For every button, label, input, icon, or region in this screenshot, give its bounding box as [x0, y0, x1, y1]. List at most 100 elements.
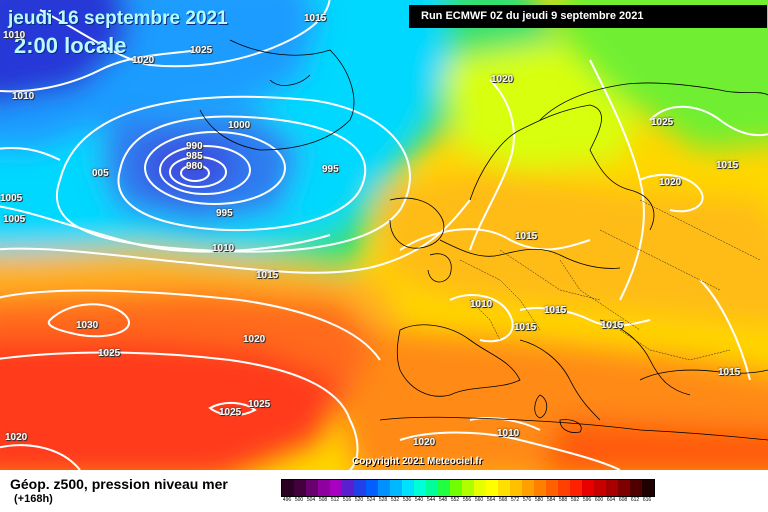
- scale-label: 572: [510, 497, 520, 503]
- isobar-label: 1015: [716, 160, 739, 171]
- scale-swatch: [462, 480, 474, 496]
- scale-label: 520: [354, 497, 364, 503]
- run-banner: Run ECMWF 0Z du jeudi 9 septembre 2021: [409, 5, 767, 28]
- scale-label: 556: [462, 497, 472, 503]
- scale-label: 524: [366, 497, 376, 503]
- scale-label: 532: [390, 497, 400, 503]
- scale-swatch: [582, 480, 594, 496]
- scale-swatch: [318, 480, 330, 496]
- isobar-label: 980: [186, 161, 203, 172]
- scale-swatch: [378, 480, 390, 496]
- isobar-label: 005: [92, 168, 109, 179]
- isobar-label: 1015: [515, 231, 538, 242]
- scale-swatch: [594, 480, 606, 496]
- isobar-label: 985: [186, 151, 203, 162]
- isobar-label: 1010: [212, 243, 235, 254]
- isobar-label: 1020: [491, 74, 514, 85]
- isobar-label: 1015: [514, 322, 537, 333]
- scale-swatch: [546, 480, 558, 496]
- forecast-time: 2:00 locale: [14, 33, 127, 58]
- isobar-label: 1020: [243, 334, 266, 345]
- scale-swatch: [570, 480, 582, 496]
- isobar-label: 1025: [651, 117, 674, 128]
- scale-swatch: [438, 480, 450, 496]
- scale-label: 548: [438, 497, 448, 503]
- scale-swatch: [450, 480, 462, 496]
- scale-swatch: [630, 480, 642, 496]
- scale-label: 584: [546, 497, 556, 503]
- scale-label: 528: [378, 497, 388, 503]
- lead-time: (+168h): [14, 493, 53, 505]
- isobar-label: 1010: [12, 91, 35, 102]
- scale-swatch: [330, 480, 342, 496]
- scale-swatch: [366, 480, 378, 496]
- isobar-label: 1015: [304, 13, 327, 24]
- isobar-label: 1020: [132, 55, 155, 66]
- scale-swatch: [342, 480, 354, 496]
- isobar-label: 1025: [248, 399, 271, 410]
- scale-label: 560: [474, 497, 484, 503]
- isobar-label: 1020: [413, 437, 436, 448]
- scale-label: 592: [570, 497, 580, 503]
- scale-swatch: [534, 480, 546, 496]
- isobar-label: 1025: [219, 407, 242, 418]
- field-title: Géop. z500, pression niveau mer: [10, 476, 228, 492]
- scale-swatch: [426, 480, 438, 496]
- coastlines: [199, 39, 768, 441]
- scale-label: 568: [498, 497, 508, 503]
- color-scale: [281, 479, 655, 497]
- isobar-label: 1025: [98, 348, 121, 359]
- scale-label: 552: [450, 497, 460, 503]
- scale-swatch: [282, 480, 294, 496]
- color-scale-labels: 496 500 504 508 512 516 520 524 528 532 536 540 544 5…: [281, 497, 653, 503]
- scale-swatch: [306, 480, 318, 496]
- scale-swatch: [486, 480, 498, 496]
- isobar-label: 1025: [190, 45, 213, 56]
- scale-label: 588: [558, 497, 568, 503]
- scale-label: 516: [342, 497, 352, 503]
- scale-swatch: [558, 480, 570, 496]
- scale-swatch: [354, 480, 366, 496]
- isobar-label: 1015: [256, 270, 279, 281]
- map-canvas: [0, 0, 768, 470]
- isobar-label: 1020: [659, 177, 682, 188]
- copyright-notice: Copyright 2021 Meteociel.fr: [352, 456, 483, 467]
- isobar-label: 995: [322, 164, 339, 175]
- scale-swatch: [498, 480, 510, 496]
- scale-swatch: [510, 480, 522, 496]
- scale-label: 576: [522, 497, 532, 503]
- scale-swatch: [402, 480, 414, 496]
- scale-label: 504: [306, 497, 316, 503]
- isobars: [0, 0, 768, 470]
- isobar-label: 1015: [544, 305, 567, 316]
- scale-label: 500: [294, 497, 304, 503]
- legend-bar: Géop. z500, pression niveau mer (+168h) …: [0, 470, 768, 512]
- forecast-date: jeudi 16 septembre 2021: [8, 8, 228, 29]
- isobar-label: 1005: [0, 193, 23, 204]
- scale-swatch: [414, 480, 426, 496]
- isobar-label: 995: [216, 208, 233, 219]
- scale-label: 616: [642, 497, 652, 503]
- weather-map: jeudi 16 septembre 2021 2:00 locale Run …: [0, 0, 768, 470]
- scale-label: 540: [414, 497, 424, 503]
- geopotential-field: [0, 0, 768, 470]
- scale-label: 600: [594, 497, 604, 503]
- scale-label: 512: [330, 497, 340, 503]
- scale-label: 604: [606, 497, 616, 503]
- isobar-label: 1000: [228, 120, 251, 131]
- isobar-label: 1015: [718, 367, 741, 378]
- scale-swatch: [618, 480, 630, 496]
- scale-swatch: [606, 480, 618, 496]
- isobar-label: 1005: [3, 214, 26, 225]
- isobar-label: 1015: [601, 320, 624, 331]
- isobar-label: 1020: [5, 432, 28, 443]
- isobar-label: 1030: [76, 320, 99, 331]
- isobar-label: 1010: [497, 428, 520, 439]
- isobar-label: 1010: [470, 299, 493, 310]
- scale-label: 580: [534, 497, 544, 503]
- isobar-label: 1010: [3, 30, 26, 41]
- scale-label: 596: [582, 497, 592, 503]
- scale-label: 608: [618, 497, 628, 503]
- scale-label: 612: [630, 497, 640, 503]
- scale-label: 544: [426, 497, 436, 503]
